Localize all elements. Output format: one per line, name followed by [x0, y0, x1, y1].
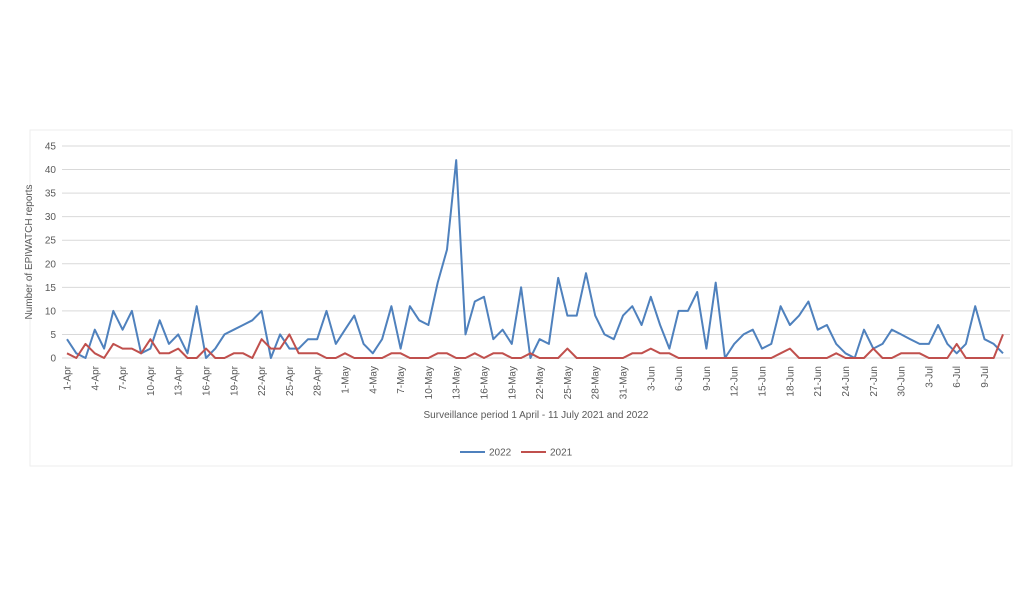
series-line — [66, 333, 1004, 359]
x-tick-label: 22-May — [535, 366, 546, 399]
x-tick-label: 6-Jun — [674, 366, 685, 391]
x-tick-label: 16-Apr — [202, 365, 213, 396]
x-tick-label: 7-May — [396, 366, 407, 394]
y-tick-label: 25 — [45, 236, 57, 247]
x-tick-label: 9-Jun — [702, 366, 713, 391]
x-tick-label: 10-Apr — [146, 365, 157, 396]
x-axis-title: Surveillance period 1 April - 11 July 20… — [424, 410, 649, 421]
x-tick-label: 27-Jun — [869, 366, 880, 397]
x-tick-label: 21-Jun — [813, 366, 824, 397]
x-tick-label: 30-Jun — [897, 366, 908, 397]
x-tick-label: 4-Apr — [90, 365, 101, 390]
x-tick-label: 19-May — [507, 366, 518, 399]
x-tick-label: 31-May — [619, 366, 630, 399]
y-tick-label: 40 — [45, 165, 57, 176]
y-tick-label: 45 — [45, 142, 57, 153]
y-axis-title: Number of EPIWATCH reports — [24, 184, 35, 319]
x-tick-label: 19-Apr — [229, 365, 240, 396]
x-tick-label: 18-Jun — [785, 366, 796, 397]
x-tick-label: 24-Jun — [841, 366, 852, 397]
x-tick-label: 4-May — [368, 366, 379, 394]
y-tick-label: 0 — [50, 354, 56, 365]
y-tick-label: 15 — [45, 283, 57, 294]
y-tick-label: 5 — [50, 330, 56, 341]
x-tick-label: 28-Apr — [313, 365, 324, 396]
x-tick-label: 22-Apr — [257, 365, 268, 396]
x-tick-label: 1-May — [341, 366, 352, 394]
x-tick-label: 6-Jul — [952, 366, 963, 388]
x-tick-label: 25-Apr — [285, 365, 296, 396]
x-tick-label: 13-Apr — [174, 365, 185, 396]
x-tick-label: 3-Jun — [646, 366, 657, 391]
x-tick-label: 10-May — [424, 366, 435, 399]
legend-label: 2021 — [550, 448, 573, 459]
y-tick-label: 20 — [45, 259, 57, 270]
series-line — [66, 159, 1004, 359]
chart-frame — [29, 129, 1013, 467]
x-tick-label: 7-Apr — [118, 365, 129, 390]
y-tick-label: 30 — [45, 212, 57, 223]
legend-label: 2022 — [489, 448, 512, 459]
x-tick-label: 3-Jul — [924, 366, 935, 388]
y-tick-label: 35 — [45, 189, 57, 200]
x-tick-label: 16-May — [480, 366, 491, 399]
x-tick-label: 9-Jul — [980, 366, 991, 388]
x-tick-label: 15-Jun — [758, 366, 769, 397]
x-tick-label: 25-May — [563, 366, 574, 399]
x-tick-label: 12-Jun — [730, 366, 741, 397]
y-tick-label: 10 — [45, 306, 57, 317]
x-tick-label: 28-May — [591, 366, 602, 399]
x-tick-label: 13-May — [452, 366, 463, 399]
x-tick-label: 1-Apr — [63, 365, 74, 390]
